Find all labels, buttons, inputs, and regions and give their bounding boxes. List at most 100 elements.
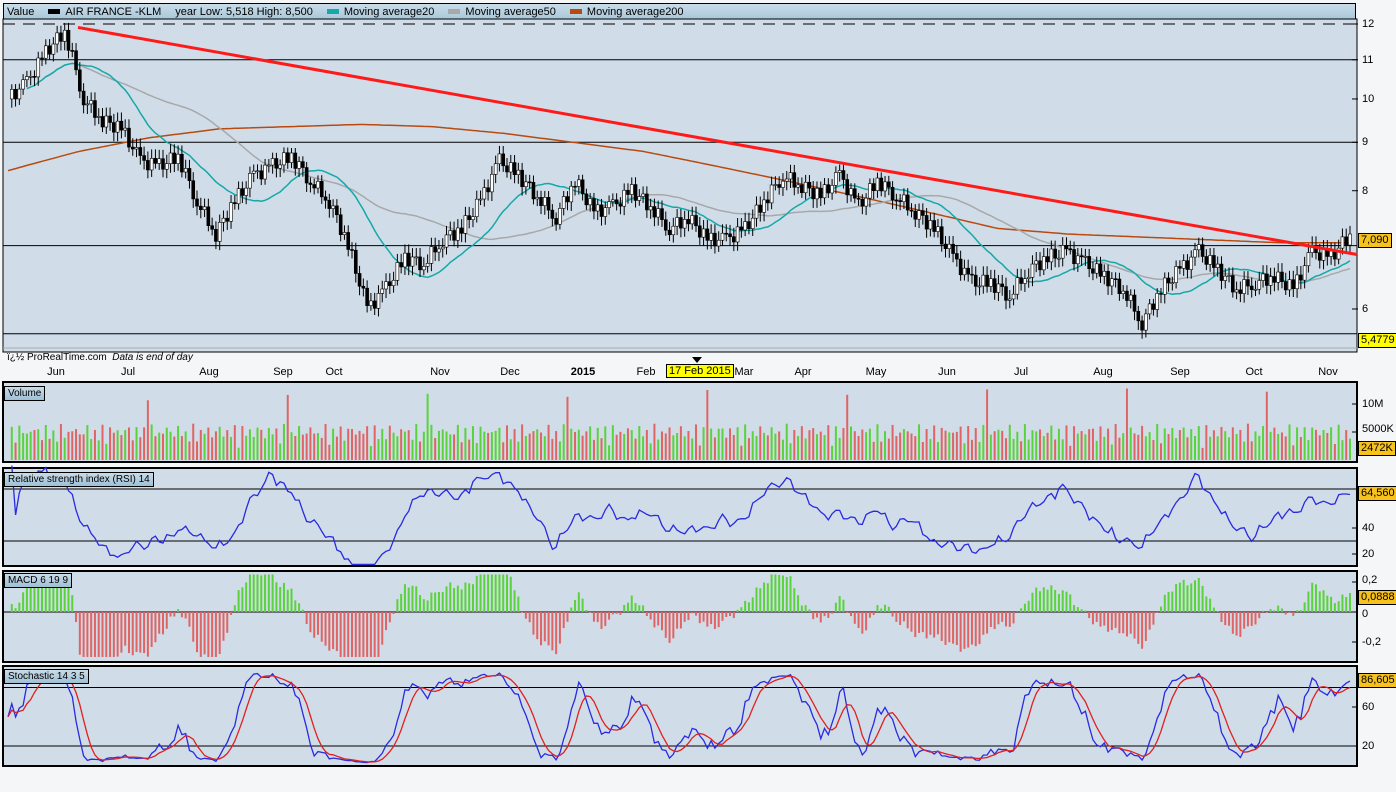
- volume-bar: [139, 437, 142, 460]
- volume-bar: [1175, 437, 1178, 460]
- macd-bar: [1235, 612, 1238, 636]
- candle-body: [701, 228, 706, 238]
- candle-body: [554, 218, 558, 225]
- macd-bar: [687, 612, 690, 621]
- volume-bar: [770, 427, 773, 460]
- macd-bar: [146, 612, 149, 657]
- candle-body: [388, 281, 392, 286]
- volume-bar: [124, 430, 127, 460]
- candle-body: [1196, 244, 1201, 251]
- macd-bar: [834, 602, 837, 612]
- volume-bar: [1333, 443, 1336, 460]
- candle-body: [463, 215, 468, 234]
- x-axis-label: Aug: [1093, 366, 1113, 378]
- volume-bar: [1133, 433, 1136, 460]
- macd-bar: [1167, 592, 1170, 612]
- macd-bar: [445, 586, 448, 612]
- candle-body: [316, 181, 320, 189]
- candle-body: [905, 194, 910, 211]
- macd-bar: [736, 609, 739, 612]
- volume-bar: [109, 427, 112, 460]
- candle-body: [626, 189, 630, 195]
- candle-body: [1079, 255, 1084, 258]
- candle-body: [622, 189, 626, 207]
- macd-bar: [1303, 602, 1306, 612]
- candle-body: [448, 230, 453, 236]
- candle-body: [807, 181, 812, 189]
- candle-body: [1094, 263, 1099, 274]
- candle-body: [871, 183, 876, 191]
- macd-bar: [721, 612, 724, 621]
- price-tick: 12: [1362, 18, 1375, 30]
- macd-tick: 0: [1362, 608, 1369, 620]
- macd-bar: [1190, 583, 1193, 612]
- x-axis-label: Mar: [734, 366, 754, 378]
- macd-bar: [1137, 612, 1140, 644]
- trendline: [77, 25, 1358, 257]
- candle-body: [474, 198, 479, 217]
- candle-body: [440, 246, 445, 250]
- macd-bar: [1159, 606, 1162, 612]
- candle-body: [860, 198, 865, 207]
- candle-body: [1340, 236, 1345, 249]
- macd-bar: [592, 612, 595, 622]
- volume-bar: [872, 441, 875, 460]
- candle-body: [312, 184, 317, 189]
- volume-bar: [1197, 426, 1200, 460]
- macd-bar: [305, 612, 308, 625]
- volume-bar: [974, 427, 977, 460]
- volume-bar: [804, 438, 807, 460]
- candle-body: [924, 215, 929, 230]
- candle-body: [410, 256, 415, 267]
- macd-bar: [143, 612, 146, 654]
- macd-bar: [528, 612, 531, 623]
- macd-bar: [109, 612, 112, 657]
- candle-body: [1038, 260, 1042, 271]
- volume-bar: [642, 436, 645, 460]
- volume-bar: [218, 426, 221, 460]
- candle-body: [142, 155, 146, 161]
- volume-bar: [1349, 438, 1351, 460]
- macd-panel-title: MACD 6 19 9: [4, 573, 73, 588]
- cursor-marker-icon: [692, 357, 702, 363]
- candle-body: [1348, 233, 1352, 246]
- volume-bar: [1091, 428, 1094, 460]
- candle-body: [611, 199, 615, 202]
- macd-bar: [679, 612, 682, 629]
- candle-body: [565, 196, 570, 203]
- candle-body: [1053, 248, 1057, 259]
- candle-body: [93, 100, 97, 118]
- volume-bar: [1141, 425, 1144, 460]
- candle-body: [1030, 263, 1035, 278]
- candle-body: [482, 187, 487, 200]
- macd-bar: [1307, 591, 1310, 612]
- macd-bar: [135, 612, 138, 652]
- macd-bar: [1250, 612, 1253, 626]
- candle-body: [913, 210, 918, 220]
- candle-body: [59, 32, 63, 42]
- rsi-tick: 40: [1362, 522, 1375, 534]
- volume-bar: [891, 424, 894, 460]
- volume-bar: [14, 442, 17, 460]
- macd-bar: [1345, 596, 1348, 612]
- volume-bar: [638, 426, 641, 460]
- candle-body: [119, 120, 124, 131]
- macd-bar: [725, 612, 728, 617]
- volume-bar: [1299, 436, 1302, 460]
- volume-bar: [112, 432, 115, 460]
- macd-bar: [351, 612, 354, 657]
- macd-bar: [487, 574, 490, 612]
- volume-bar: [551, 438, 554, 460]
- candle-body: [51, 43, 56, 55]
- volume-bar: [381, 428, 384, 460]
- volume-tick: 5000K: [1362, 423, 1394, 435]
- volume-bar: [736, 427, 739, 460]
- volume-bar: [422, 431, 425, 460]
- volume-bar: [1152, 439, 1155, 460]
- candle-body: [1231, 275, 1235, 293]
- stochastic-panel-title: Stochastic 14 3 5: [4, 669, 89, 684]
- volume-bar: [959, 426, 962, 460]
- macd-bar: [868, 612, 871, 618]
- macd-bar: [407, 587, 410, 612]
